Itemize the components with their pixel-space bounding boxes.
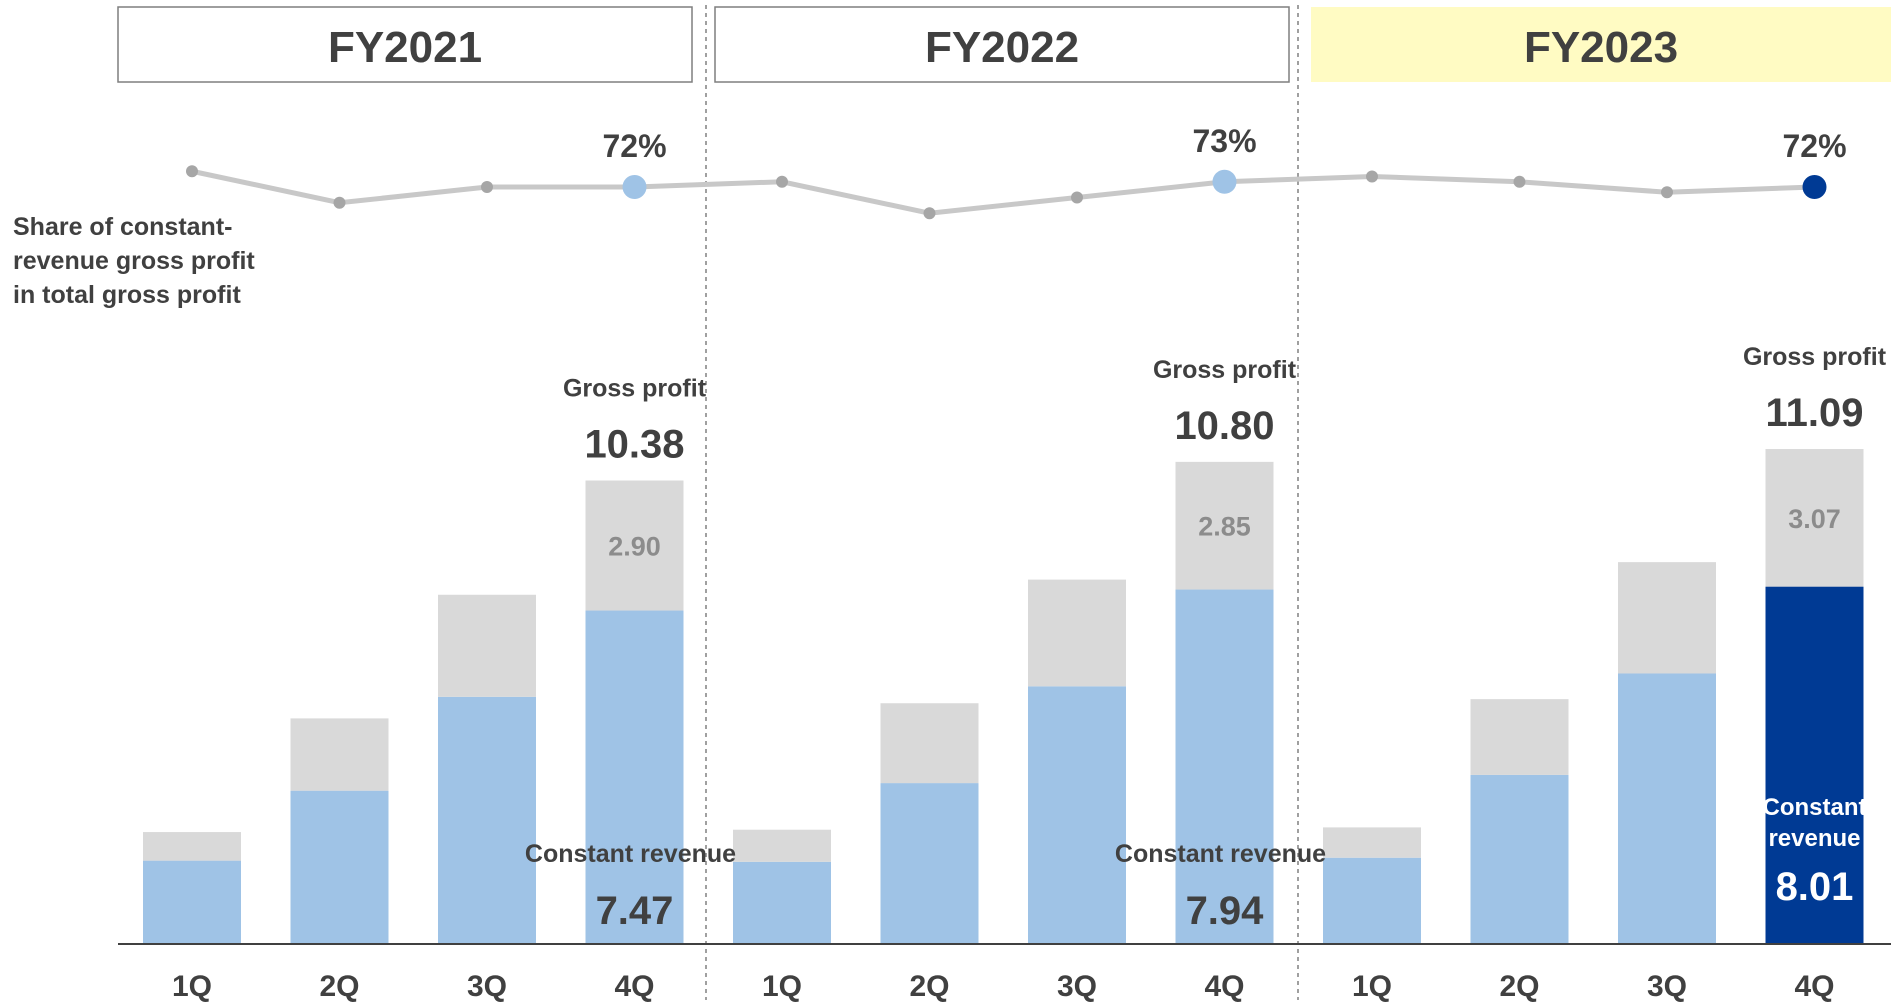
x-tick-label: 4Q <box>614 970 654 1003</box>
bar-other <box>1323 827 1421 858</box>
share-line-marker <box>481 181 493 193</box>
share-line-marker <box>776 175 788 188</box>
bar-other <box>143 832 241 861</box>
share-line-side-label: revenue gross profit <box>13 247 255 275</box>
share-line-marker <box>1513 175 1526 188</box>
x-tick-label: 2Q <box>319 970 359 1003</box>
x-tick-label: 1Q <box>172 970 212 1003</box>
fy-header-box <box>714 6 1290 83</box>
bar-constant-revenue <box>1765 586 1864 944</box>
bar-other <box>1175 461 1274 590</box>
bar-constant-revenue <box>1618 673 1716 944</box>
constant-revenue-value: 7.47 <box>596 889 674 933</box>
x-tick-label: 3Q <box>1057 970 1097 1003</box>
other-value-label: 3.07 <box>1788 504 1841 534</box>
constant-revenue-label: Constant revenue <box>525 840 736 868</box>
gross-profit-label: Gross profit <box>1743 343 1887 371</box>
gross-profit-value: 10.38 <box>584 423 684 467</box>
constant-revenue-label: Constant revenue <box>1115 840 1326 868</box>
bar-constant-revenue <box>1028 686 1126 944</box>
bar-constant-revenue <box>438 696 536 944</box>
share-line-side-label: in total gross profit <box>13 281 241 309</box>
bar-other <box>1618 562 1716 674</box>
x-tick-label: 4Q <box>1794 970 1834 1003</box>
share-line-marker <box>186 165 198 178</box>
share-line-marker <box>1661 186 1673 199</box>
fy-header-box <box>117 6 693 83</box>
x-tick-label: 4Q <box>1204 970 1244 1003</box>
fy-header-label: FY2021 <box>328 23 482 72</box>
fy-header-box <box>1311 7 1891 82</box>
share-value-label: 72% <box>602 128 666 164</box>
gross-profit-label: Gross profit <box>563 375 707 403</box>
x-tick-label: 1Q <box>1352 970 1392 1003</box>
bar-constant-revenue <box>880 783 979 944</box>
bar-constant-revenue <box>585 610 684 944</box>
bar-other <box>290 718 389 791</box>
x-tick-label: 2Q <box>1499 970 1539 1003</box>
share-line-side-label: Share of constant- <box>13 213 232 241</box>
share-line <box>191 168 1815 216</box>
share-value-label: 72% <box>1782 128 1846 164</box>
bar-other <box>585 480 684 611</box>
share-value-label: 73% <box>1192 123 1256 159</box>
share-line-marker <box>923 207 936 220</box>
constant-revenue-value: 7.94 <box>1186 889 1265 933</box>
constant-revenue-value: 8.01 <box>1776 865 1854 909</box>
x-tick-label: 3Q <box>1647 970 1687 1003</box>
gross-profit-label: Gross profit <box>1153 356 1297 384</box>
bar-constant-revenue <box>733 861 831 944</box>
other-value-label: 2.85 <box>1198 512 1251 542</box>
constant-revenue-label: revenue <box>1768 825 1860 852</box>
bar-other <box>733 829 831 862</box>
bar-other <box>880 703 979 784</box>
x-tick-label: 1Q <box>762 970 802 1003</box>
gross-profit-value: 11.09 <box>1766 391 1864 435</box>
bar-other <box>1765 449 1864 587</box>
other-value-label: 2.90 <box>608 532 661 562</box>
share-line-marker <box>1802 175 1827 199</box>
share-line-marker <box>1071 191 1083 204</box>
share-line-marker <box>1212 169 1237 194</box>
share-line-marker <box>622 175 647 199</box>
bar-constant-revenue <box>1175 589 1274 944</box>
fy-header-label: FY2023 <box>1524 23 1678 72</box>
bar-other <box>438 594 536 697</box>
bar-constant-revenue <box>1470 774 1569 944</box>
x-tick-label: 2Q <box>909 970 949 1003</box>
bar-other <box>1470 699 1569 775</box>
fy-header-label: FY2022 <box>925 23 1079 72</box>
x-tick-label: 3Q <box>467 970 507 1003</box>
share-line-marker <box>1366 170 1378 183</box>
bar-constant-revenue <box>143 860 241 944</box>
share-line-marker <box>333 196 346 209</box>
bar-other <box>1028 579 1126 687</box>
bar-constant-revenue <box>290 790 389 944</box>
gross-profit-value: 10.80 <box>1174 404 1274 448</box>
bar-constant-revenue <box>1323 857 1421 944</box>
constant-revenue-label: Constant <box>1763 794 1867 821</box>
